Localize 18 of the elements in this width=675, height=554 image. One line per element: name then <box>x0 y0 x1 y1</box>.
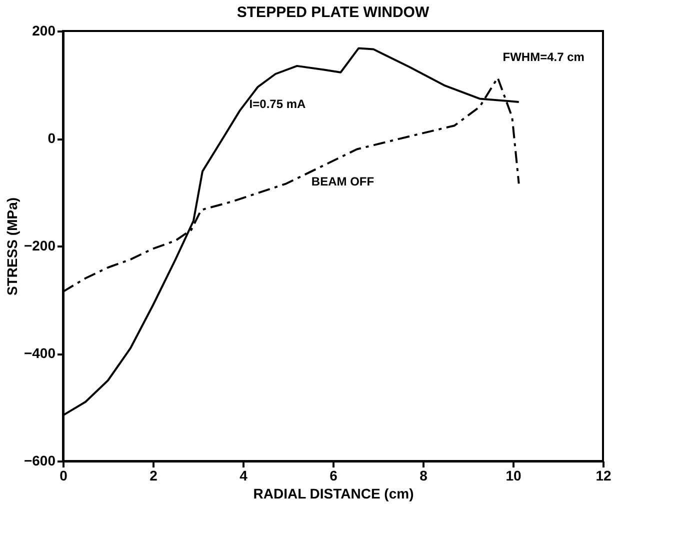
x-tick-label: 4 <box>240 468 248 484</box>
y-tick-label: −400 <box>24 345 56 361</box>
x-tick-label: 2 <box>150 468 158 484</box>
annotation: FWHM=4.7 cm <box>502 50 584 64</box>
series-label: I=0.75 mA <box>249 97 306 112</box>
x-tick-label: 6 <box>330 468 338 484</box>
y-tick-label: 0 <box>48 130 56 146</box>
chart-title: STEPPED PLATE WINDOW <box>236 4 430 21</box>
x-tick-label: 12 <box>596 468 612 484</box>
x-tick-label: 8 <box>420 468 428 484</box>
series-label: BEAM OFF <box>311 174 374 188</box>
x-tick-label: 0 <box>60 468 68 484</box>
x-tick-label: 10 <box>506 468 522 484</box>
y-tick-label: −600 <box>24 452 56 468</box>
x-axis-title: RADIAL DISTANCE (cm) <box>253 486 414 502</box>
y-tick-label: 200 <box>32 22 56 38</box>
y-axis-title: STRESS (MPa) <box>4 197 20 296</box>
y-tick-label: −200 <box>24 238 56 254</box>
